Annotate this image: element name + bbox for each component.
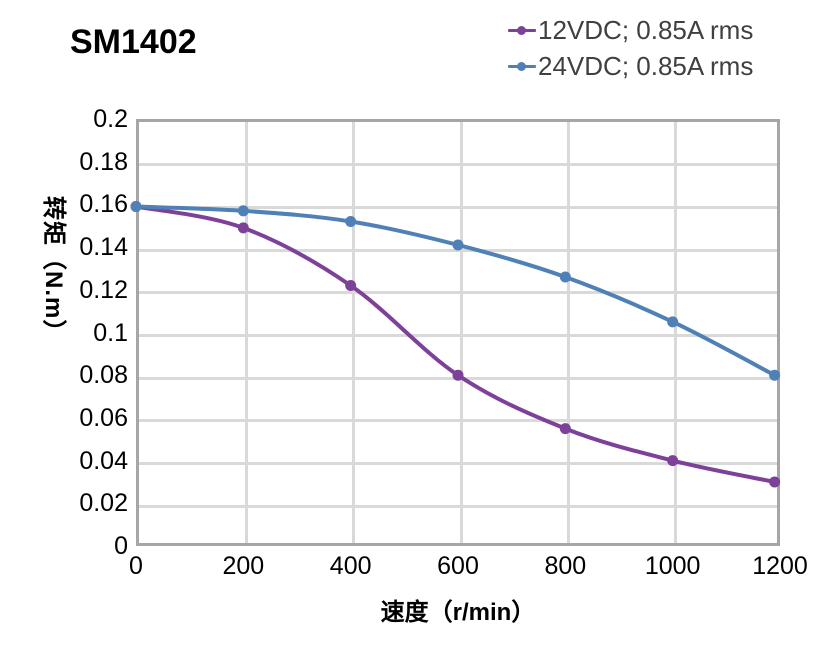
x-tick-label: 600 xyxy=(437,552,479,580)
data-point-marker[interactable] xyxy=(559,423,571,435)
data-point-marker[interactable] xyxy=(237,222,249,234)
y-tick-label: 0.16 xyxy=(79,190,128,219)
data-point-marker[interactable] xyxy=(237,205,249,217)
gridline-horizontal xyxy=(139,504,777,508)
legend-label-24vdc: 24VDC; 0.85A rms xyxy=(538,51,754,81)
data-point-marker[interactable] xyxy=(769,369,781,381)
y-tick-label: 0.18 xyxy=(79,147,128,176)
gridline-vertical xyxy=(244,122,248,543)
y-tick-label: 0.1 xyxy=(93,318,128,347)
y-tick-label: 0.08 xyxy=(79,361,128,390)
data-point-marker[interactable] xyxy=(345,280,357,292)
chart-legend: 12VDC; 0.85A rms 24VDC; 0.85A rms xyxy=(508,12,828,84)
data-point-marker[interactable] xyxy=(667,316,679,328)
y-axis-title: 转矩（N.m） xyxy=(40,196,67,345)
x-axis-ticks: 0 200 400 600 800 1000 1200 xyxy=(129,552,808,592)
x-tick-label: 200 xyxy=(222,552,265,580)
data-point-marker[interactable] xyxy=(452,239,464,251)
y-tick-label: 0.2 xyxy=(93,105,128,133)
x-axis-title: 速度（r/min） xyxy=(380,599,536,626)
y-tick-label: 0 xyxy=(114,532,128,560)
legend-item-24vdc[interactable]: 24VDC; 0.85A rms xyxy=(508,48,828,84)
gridline-vertical xyxy=(674,122,678,543)
data-point-marker[interactable] xyxy=(130,201,142,213)
y-tick-label: 0.06 xyxy=(79,403,128,432)
gridline-horizontal xyxy=(139,163,777,167)
gridline-horizontal xyxy=(139,291,777,295)
data-point-marker[interactable] xyxy=(769,476,781,488)
x-tick-label: 1200 xyxy=(752,552,808,580)
x-tick-label: 1000 xyxy=(644,552,701,580)
y-tick-label: 0.04 xyxy=(79,446,128,475)
x-tick-label: 800 xyxy=(544,552,587,580)
legend-label-12vdc: 12VDC; 0.85A rms xyxy=(538,15,754,45)
series-24vdc xyxy=(130,201,781,381)
y-tick-label: 0.12 xyxy=(79,275,128,304)
x-tick-label: 400 xyxy=(329,552,372,580)
data-point-marker[interactable] xyxy=(559,271,571,283)
gridline-horizontal xyxy=(139,205,777,209)
legend-item-12vdc[interactable]: 12VDC; 0.85A rms xyxy=(508,12,828,48)
data-point-marker[interactable] xyxy=(452,369,464,381)
gridline-vertical xyxy=(459,122,463,543)
y-tick-label: 0.02 xyxy=(79,489,128,518)
y-tick-label: 0.14 xyxy=(79,233,128,262)
gridline-horizontal xyxy=(139,334,777,337)
gridline-horizontal xyxy=(139,462,777,466)
gridline-vertical xyxy=(352,122,356,543)
gridline-horizontal xyxy=(139,419,777,423)
data-point-marker[interactable] xyxy=(345,215,357,227)
legend-marker-24vdc-icon xyxy=(508,59,536,73)
legend-marker-12vdc-icon xyxy=(508,23,536,37)
series-line xyxy=(134,204,777,378)
x-tick-label: 0 xyxy=(129,552,143,580)
page-title: SM1402 xyxy=(70,23,197,61)
y-axis-ticks: 0.2 0.18 0.16 0.14 0.12 0.1 0.08 0.06 0.04 0.02 0 xyxy=(16,107,128,559)
gridline-vertical xyxy=(566,122,570,543)
data-point-marker[interactable] xyxy=(667,455,679,467)
series-layer xyxy=(130,201,781,488)
